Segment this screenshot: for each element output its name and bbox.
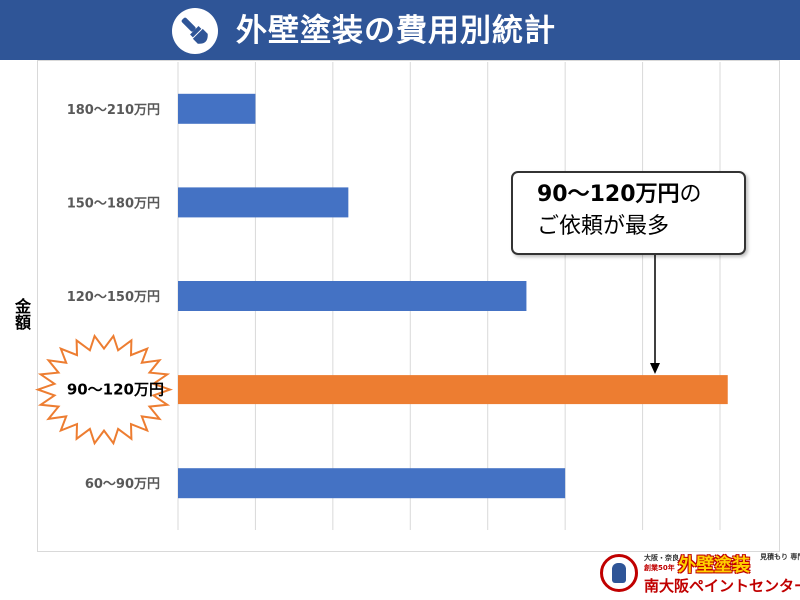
category-label: 60〜90万円	[85, 477, 160, 492]
logo-company-name: 南大阪ペイントセンター	[644, 577, 800, 595]
category-label: 150〜180万円	[67, 196, 160, 211]
bar	[178, 375, 728, 405]
header-bar: 外壁塗装の費用別統計	[0, 0, 800, 60]
callout-box: 90〜120万円の ご依頼が最多	[511, 171, 746, 255]
bar	[178, 468, 566, 499]
callout-caption: ご依頼が最多	[537, 214, 670, 239]
company-logo: 大阪・奈良 創業50年 外壁塗装 見積もり 専門店 南大阪ペイントセンター	[596, 551, 800, 597]
category-label: 120〜150万円	[67, 290, 160, 305]
category-label: 180〜210万円	[67, 103, 160, 118]
callout-arrow-head	[650, 363, 660, 374]
mascot-icon	[600, 554, 638, 592]
plot-area	[37, 60, 780, 552]
bar	[178, 93, 256, 124]
logo-region-text: 大阪・奈良	[644, 554, 679, 562]
category-label: 90〜120万円	[67, 381, 164, 399]
page-title: 外壁塗装の費用別統計	[236, 13, 556, 49]
bar	[178, 281, 527, 311]
bar	[178, 187, 349, 218]
callout-highlight-text: 90〜120万円	[537, 182, 680, 207]
callout-suffix-text: の	[679, 182, 702, 207]
highlight-starburst	[34, 333, 174, 446]
logo-main-text: 外壁塗装	[678, 555, 750, 576]
logo-side-text: 見積もり 専門店	[760, 553, 800, 561]
y-axis-label: 金額	[12, 298, 31, 330]
paint-brush-icon	[172, 8, 218, 54]
logo-founded-text: 創業50年	[644, 564, 675, 572]
